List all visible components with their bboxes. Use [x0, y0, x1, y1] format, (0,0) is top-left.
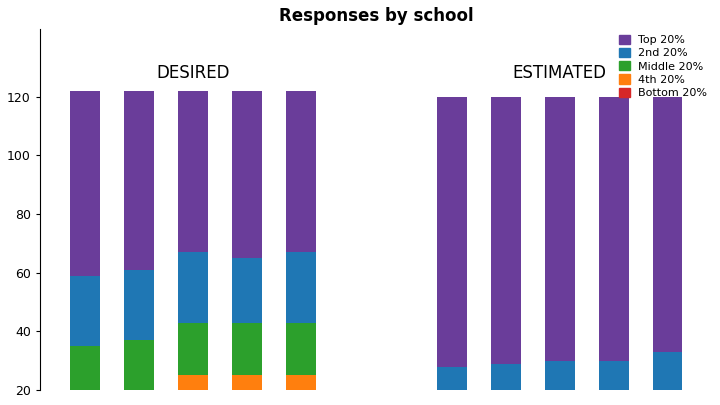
Bar	[599, 361, 629, 390]
Bar	[286, 375, 316, 390]
Bar	[491, 97, 521, 364]
Bar	[71, 276, 100, 346]
Bar	[437, 97, 467, 367]
Text: DESIRED: DESIRED	[156, 64, 230, 83]
Bar	[179, 323, 208, 375]
Bar	[125, 270, 154, 340]
Bar	[599, 97, 629, 361]
Text: ESTIMATED: ESTIMATED	[513, 64, 607, 83]
Legend: Top 20%, 2nd 20%, Middle 20%, 4th 20%, Bottom 20%: Top 20%, 2nd 20%, Middle 20%, 4th 20%, B…	[618, 35, 708, 98]
Bar	[545, 97, 575, 361]
Bar	[437, 367, 467, 390]
Title: Responses by school: Responses by school	[279, 7, 474, 25]
Bar	[286, 252, 316, 323]
Bar	[179, 375, 208, 390]
Bar	[71, 91, 100, 276]
Bar	[179, 252, 208, 323]
Bar	[179, 91, 208, 252]
Bar	[286, 323, 316, 375]
Bar	[233, 323, 262, 375]
Bar	[125, 340, 154, 390]
Bar	[233, 91, 262, 258]
Bar	[653, 352, 683, 390]
Bar	[125, 91, 154, 270]
Bar	[545, 361, 575, 390]
Bar	[233, 258, 262, 323]
Bar	[491, 364, 521, 390]
Bar	[286, 91, 316, 252]
Bar	[653, 97, 683, 352]
Bar	[233, 375, 262, 390]
Bar	[71, 346, 100, 390]
